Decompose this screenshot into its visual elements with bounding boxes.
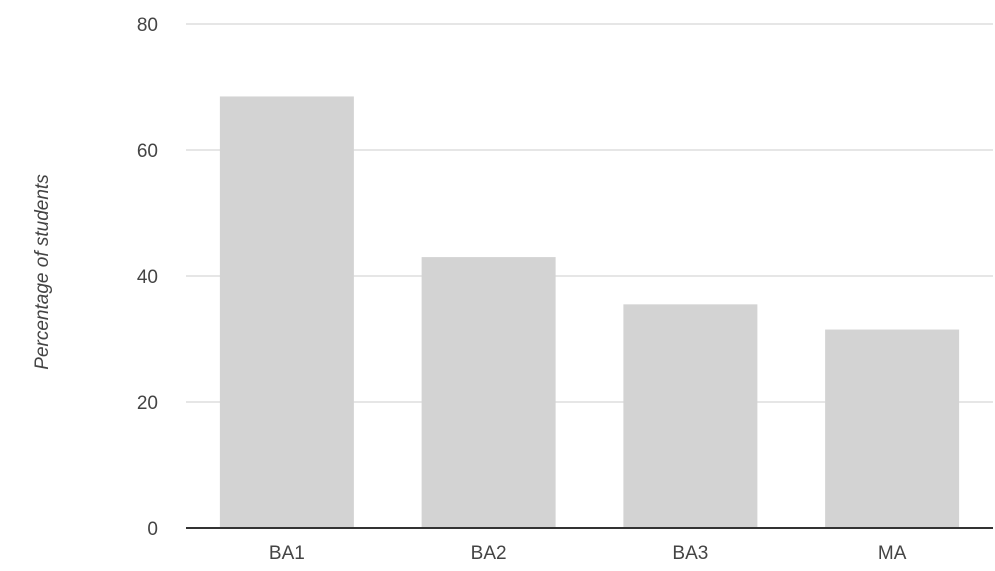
x-axis-ticks: BA1 BA2 BA3 MA [269,543,907,564]
x-tick-label-ba1: BA1 [269,543,305,564]
y-tick-label-0: 0 [147,519,158,540]
bar-ba2 [421,257,556,528]
y-tick-label-20: 20 [137,393,158,414]
y-tick-label-80: 80 [137,15,158,36]
y-tick-label-60: 60 [137,141,158,162]
x-tick-label-ba3: BA3 [672,543,708,564]
bar-ba1 [219,96,354,528]
x-tick-label-ba2: BA2 [471,543,507,564]
y-axis-ticks: 0 20 40 60 80 [137,15,158,540]
x-tick-label-ma: MA [878,543,907,564]
bar-ma [825,329,960,528]
bars [219,96,960,528]
y-tick-label-40: 40 [137,267,158,288]
bar-ba3 [623,304,758,528]
y-axis-title: Percentage of students [32,174,53,370]
